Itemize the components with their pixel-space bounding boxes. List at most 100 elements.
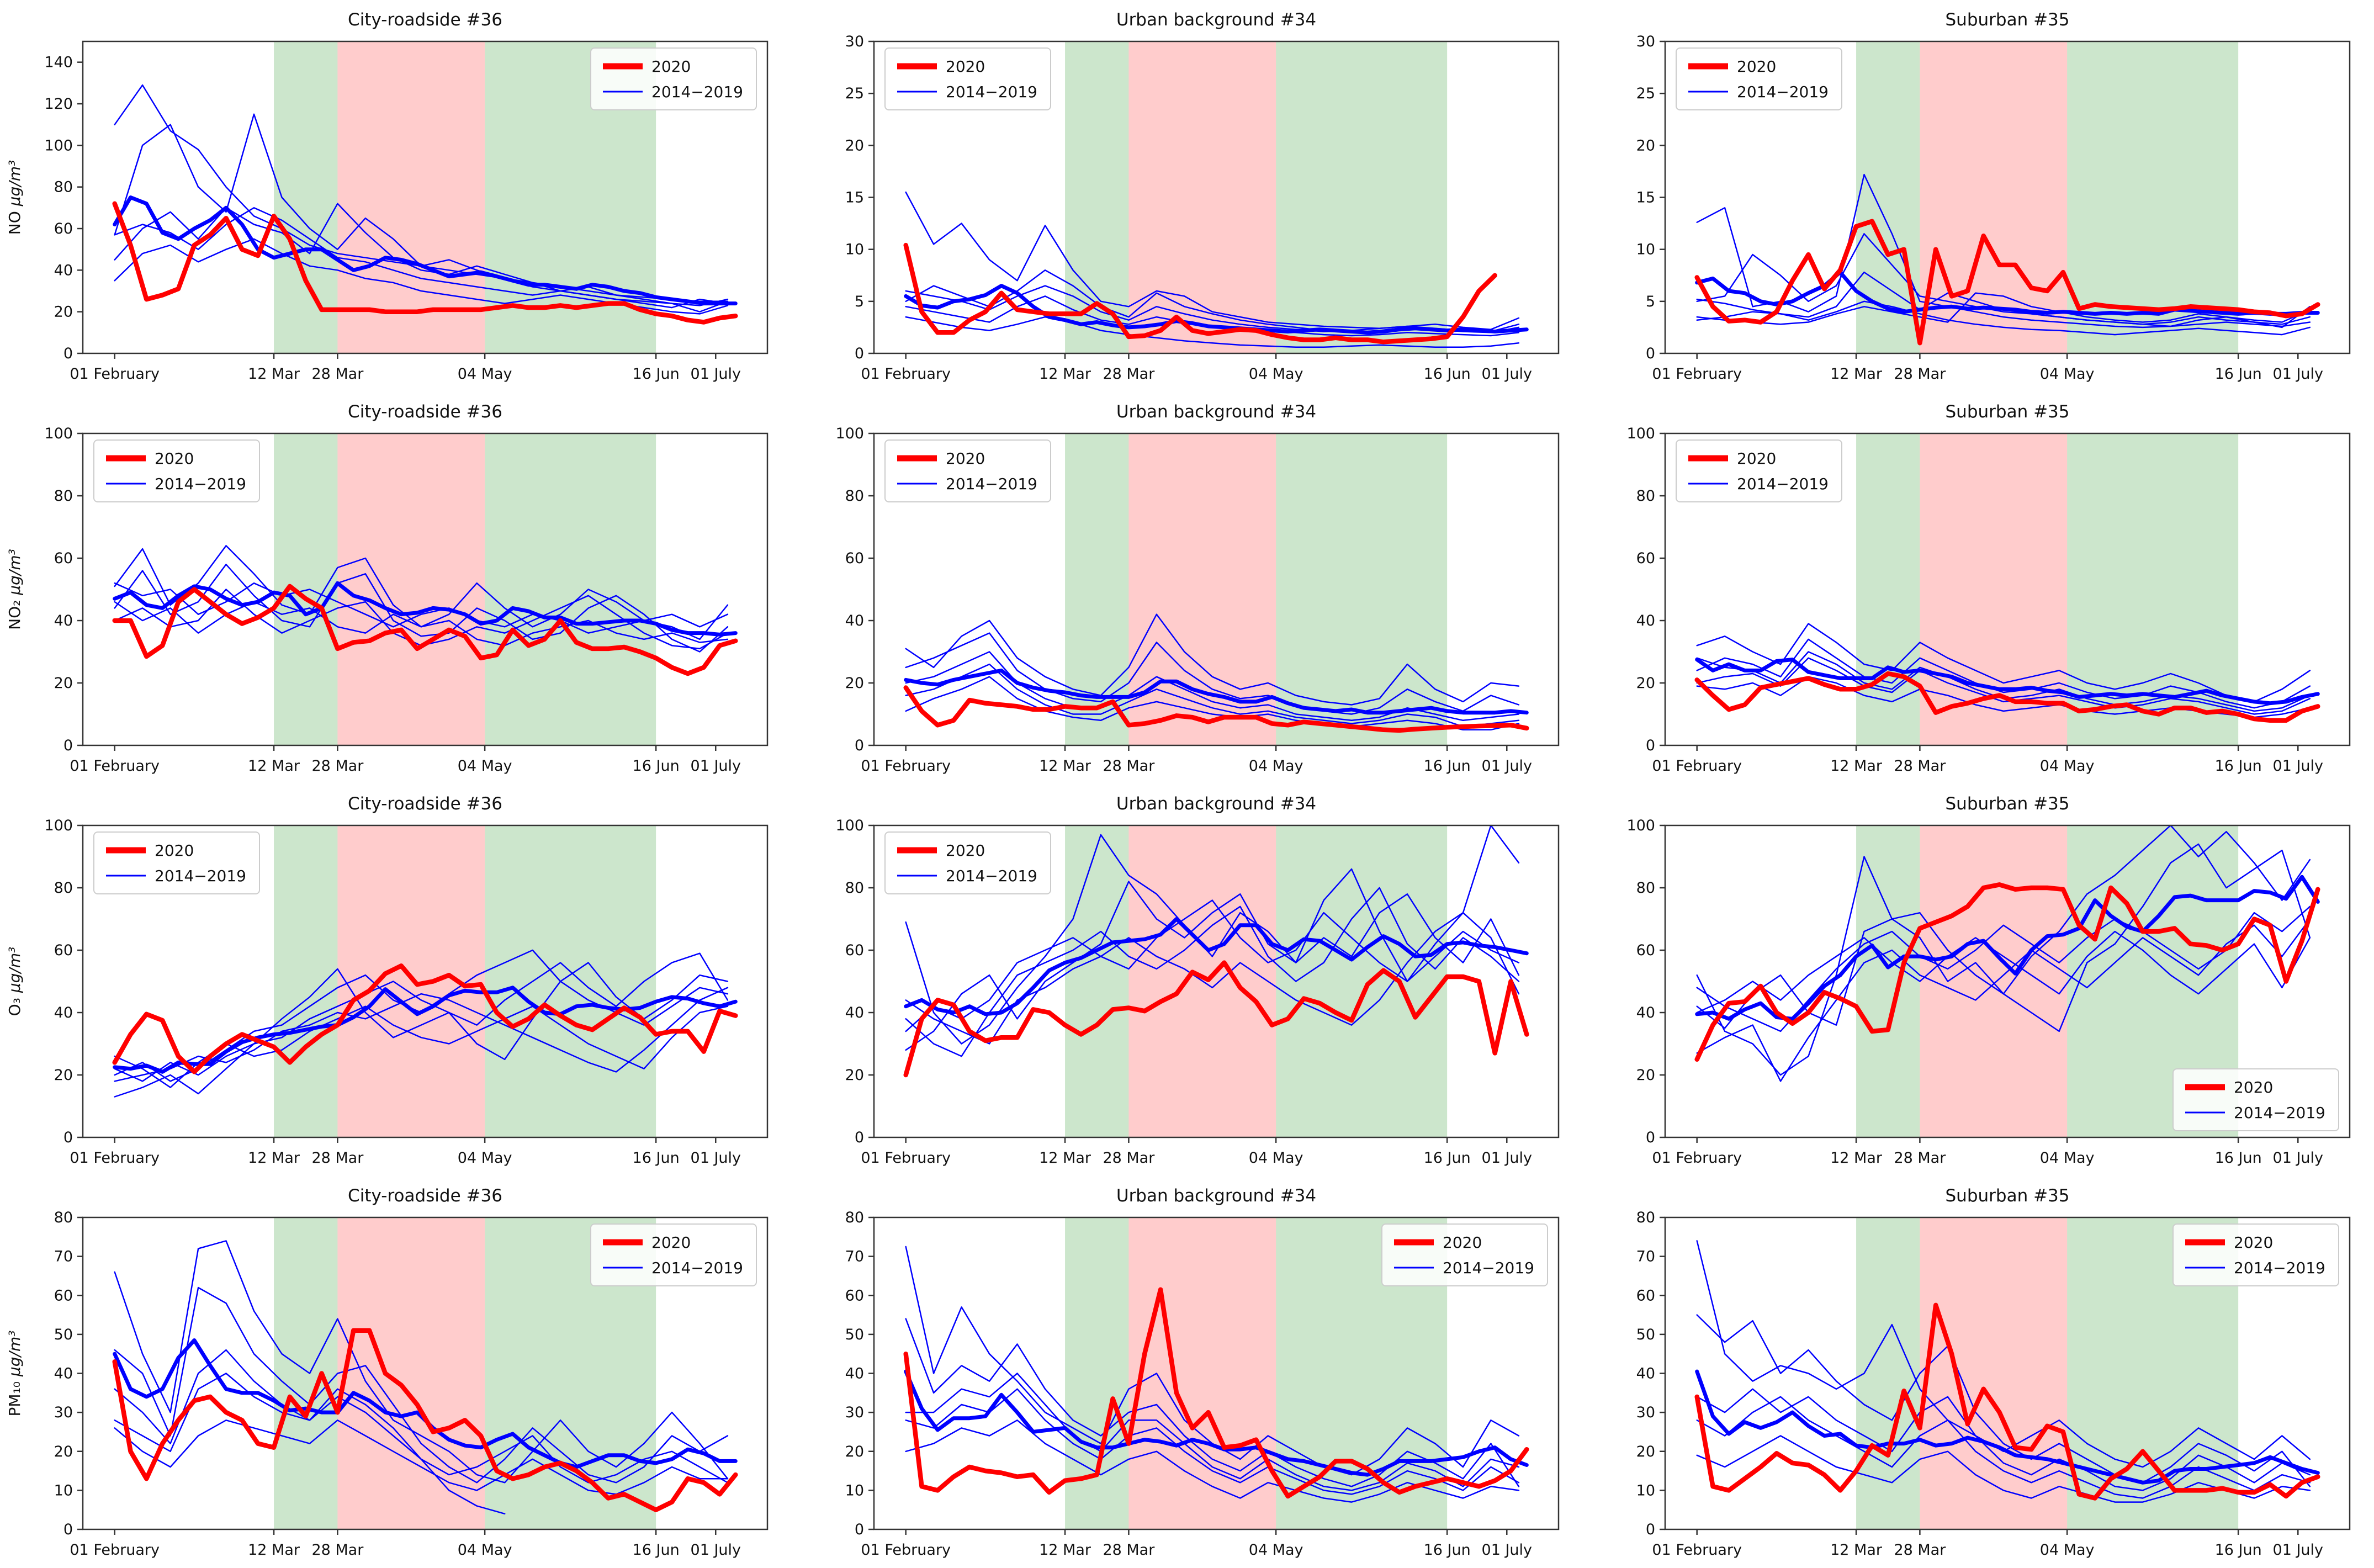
y-tick-label: 20 — [845, 1067, 864, 1084]
legend-label: 2020 — [1737, 449, 1776, 468]
shaded-period-bands — [1065, 825, 1448, 1137]
y-tick-label: 20 — [54, 1443, 73, 1460]
x-tick-label: 16 Jun — [633, 365, 680, 383]
chart-title: Suburban #35 — [1946, 10, 2070, 30]
y-tick-label: 60 — [54, 942, 73, 959]
series-2014-2019-year-line — [1696, 623, 2311, 703]
series-2014-2019-year-line — [1696, 233, 2311, 325]
shaded-period-bands — [274, 433, 656, 745]
y-tick-label: 30 — [845, 33, 864, 50]
y-tick-label: 80 — [1636, 1209, 1655, 1226]
y-tick-label: 20 — [1636, 675, 1655, 692]
x-tick-label: 28 Mar — [311, 1149, 364, 1167]
x-tick-label: 01 February — [70, 1541, 160, 1559]
shaded-period-bands — [1856, 825, 2239, 1137]
series-2014-2019-year-line — [905, 613, 1520, 706]
series-2014-2019-year-line — [114, 952, 729, 1082]
y-tick-label: 10 — [54, 1482, 73, 1499]
y-tick-label: 40 — [54, 1365, 73, 1382]
legend: 2020 2014−2019 — [1676, 47, 1842, 110]
legend-label: 2014−2019 — [946, 83, 1037, 101]
y-tick-label: 40 — [845, 1004, 864, 1021]
y-tick-label: 60 — [54, 220, 73, 237]
period-band — [1276, 41, 1448, 353]
x-tick-label: 01 July — [691, 365, 741, 383]
chart-cell-no-city-roadside-36: 0 20 40 60 80 100 120 140 01 February 12 Mar 28 Ma… — [0, 0, 791, 392]
x-tick-label: 28 Mar — [1894, 1149, 1946, 1167]
x-tick-label: 01 February — [861, 1149, 951, 1167]
series-2014-2019-year-line — [114, 1419, 729, 1495]
legend: 2020 2014−2019 — [590, 47, 757, 110]
x-tick-label: 12 Mar — [248, 365, 300, 383]
chart-cell-pm10-suburban-35: 0 10 20 30 40 50 60 70 80 01 February 12 Mar 28 Mar… — [1582, 1176, 2373, 1568]
y-axis-label: O₃ μg/m³ — [6, 947, 24, 1016]
y-tick-label: 40 — [1636, 612, 1655, 629]
chart-pm10-suburban-35: 0 10 20 30 40 50 60 70 80 01 February 12 Mar 28 Mar… — [1636, 1186, 2351, 1559]
y-axis: 0 10 20 30 40 50 60 70 80 — [845, 1209, 874, 1538]
x-tick-label: 16 Jun — [633, 1149, 680, 1167]
series-2020-line — [112, 963, 738, 1074]
series-2014-2019-mean-line — [904, 668, 1529, 715]
series-2014-2019-year-line — [905, 316, 1520, 348]
x-tick-label: 04 May — [2040, 757, 2095, 775]
y-tick-label: 20 — [54, 675, 73, 692]
period-band — [337, 433, 485, 745]
y-tick-label: 10 — [845, 241, 864, 258]
series-group — [903, 1246, 1529, 1503]
plot-frame — [1664, 824, 2351, 1138]
chart-o3-suburban-35: 0 20 40 60 80 100 01 February 12 Mar 28 Mar 04 Ma… — [1626, 794, 2351, 1167]
period-band — [1856, 825, 1920, 1137]
y-tick-label: 0 — [63, 345, 73, 362]
x-tick-label: 01 February — [861, 1541, 951, 1559]
period-band — [485, 433, 656, 745]
y-tick-label: 80 — [54, 488, 73, 505]
series-2014-2019-mean-line — [904, 284, 1529, 335]
period-band — [1856, 433, 1920, 745]
series-group — [1694, 623, 2320, 723]
x-tick-label: 01 February — [861, 365, 951, 383]
legend-label: 2020 — [1737, 57, 1776, 76]
series-2014-2019-mean-line — [904, 1369, 1529, 1477]
y-tick-label: 80 — [54, 880, 73, 897]
x-axis: 01 February 12 Mar 28 Mar 04 May 16 Jun 01 Ju… — [1652, 353, 2323, 383]
y-axis: 0 5 10 15 20 25 30 — [1636, 33, 1665, 362]
y-tick-label: 30 — [845, 1404, 864, 1421]
x-tick-label: 16 Jun — [2215, 1149, 2262, 1167]
chart-cell-o3-suburban-35: 0 20 40 60 80 100 01 February 12 Mar 28 Mar 04 Ma… — [1582, 784, 2373, 1176]
series-2020-line — [1694, 882, 2320, 1062]
y-tick-label: 5 — [1646, 293, 1655, 310]
y-axis: 0 20 40 60 80 100 — [1626, 425, 1665, 754]
series-2020-line — [112, 584, 738, 676]
x-tick-label: 16 Jun — [2215, 1541, 2262, 1559]
y-tick-label: 100 — [44, 817, 73, 834]
period-band — [1276, 825, 1448, 1137]
plot-frame — [82, 432, 769, 746]
x-tick-label: 16 Jun — [1424, 1149, 1471, 1167]
chart-cell-no2-urban-background-34: 0 20 40 60 80 100 01 February 12 Mar 28 Mar 04 Ma… — [791, 392, 1582, 784]
series-2020-line — [1694, 1302, 2320, 1501]
chart-no-city-roadside-36: 0 20 40 60 80 100 120 140 01 February 12 Mar 28 Ma… — [6, 10, 769, 383]
legend: 2020 2014−2019 — [2172, 1068, 2339, 1131]
x-tick-label: 01 July — [2273, 1149, 2324, 1167]
chart-title: Suburban #35 — [1946, 402, 2070, 422]
series-2020-line — [1694, 219, 2320, 346]
series-2014-2019-year-line — [1696, 298, 2311, 336]
shaded-period-bands — [1856, 433, 2239, 745]
chart-cell-no-suburban-35: 0 5 10 15 20 25 30 01 February 12 Mar 28 Mar 04 Ma… — [1582, 0, 2373, 392]
period-band — [485, 825, 656, 1137]
x-tick-label: 01 February — [1652, 757, 1742, 775]
x-tick-label: 01 February — [70, 365, 160, 383]
chart-no2-suburban-35: 0 20 40 60 80 100 01 February 12 Mar 28 Mar 04 Ma… — [1626, 402, 2351, 775]
legend-label: 2014−2019 — [946, 475, 1037, 493]
chart-o3-city-roadside-36: 0 20 40 60 80 100 01 February 12 Mar 28 Mar 04 Ma… — [6, 794, 769, 1167]
chart-cell-no2-city-roadside-36: 0 20 40 60 80 100 01 February 12 Mar 28 Mar 04 Ma… — [0, 392, 791, 784]
y-tick-label: 0 — [1646, 737, 1655, 754]
y-tick-label: 0 — [1646, 1521, 1655, 1538]
chart-cell-pm10-city-roadside-36: 0 10 20 30 40 50 60 70 80 01 February 12 Mar 28 Mar… — [0, 1176, 791, 1568]
period-band — [337, 1217, 485, 1529]
x-tick-label: 28 Mar — [1103, 365, 1155, 383]
y-tick-label: 0 — [855, 737, 864, 754]
legend-label: 2020 — [155, 449, 194, 468]
shaded-period-bands — [1065, 41, 1448, 353]
series-2014-2019-year-line — [905, 1388, 1520, 1495]
